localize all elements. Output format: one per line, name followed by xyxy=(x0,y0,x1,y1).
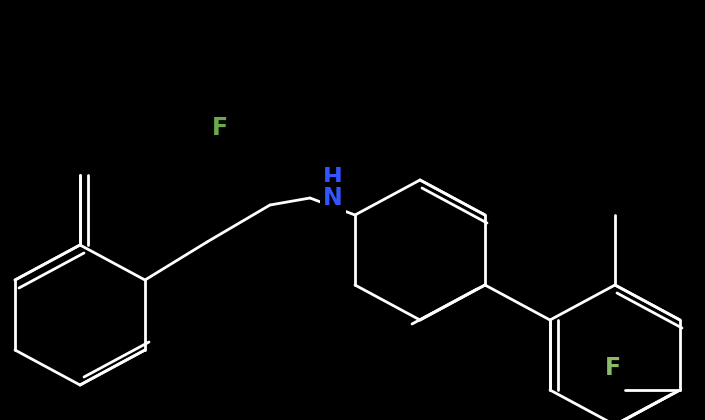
Text: F: F xyxy=(605,356,621,380)
Text: N: N xyxy=(323,186,343,210)
Text: F: F xyxy=(212,116,228,140)
Text: H: H xyxy=(323,166,343,190)
